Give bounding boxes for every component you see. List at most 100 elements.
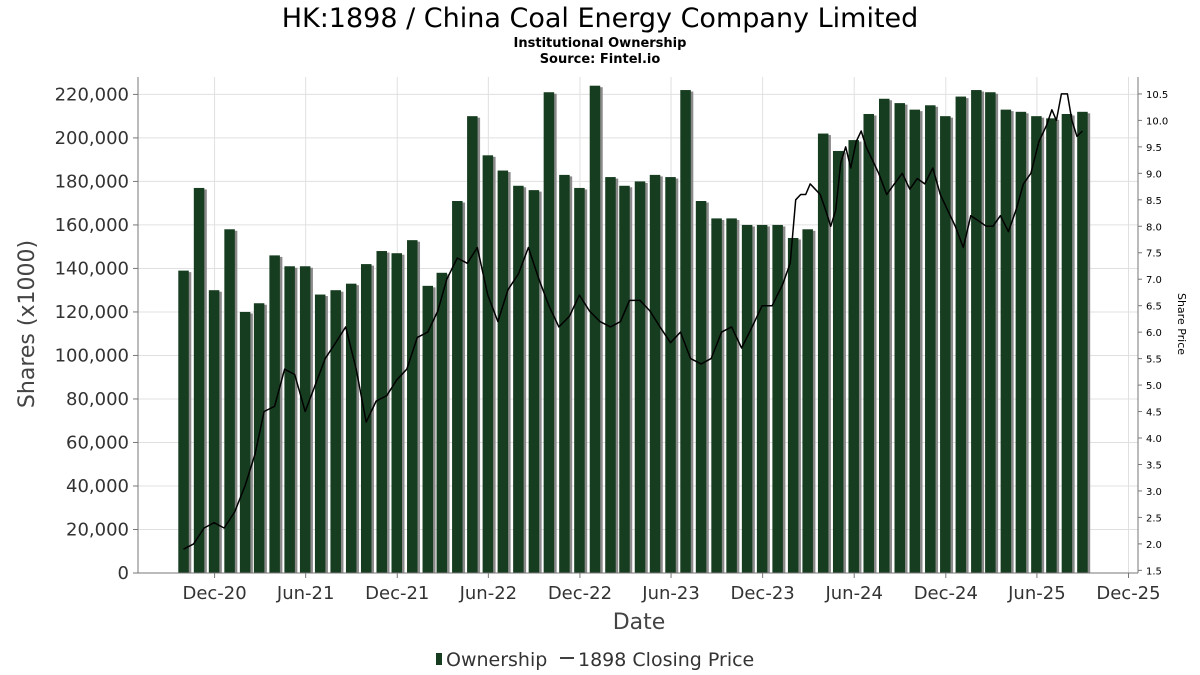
ownership-bar [1000, 109, 1012, 573]
y2-tick-label: 10.5 [1146, 90, 1168, 101]
x-tick-label: Jun-22 [459, 583, 518, 604]
y-tick-label: 80,000 [66, 389, 129, 410]
y2-tick-label: 8.5 [1146, 196, 1162, 207]
y2-tick-label: 2.5 [1146, 513, 1162, 524]
tick-labels: 0 20,000 40,000 60,000 80,000 100,000 120,000 1… [55, 84, 1169, 604]
legend-label-price: 1898 Closing Price [578, 649, 754, 671]
price-line [183, 93, 1083, 550]
ownership-bar [543, 92, 555, 573]
y-tick-label: 180,000 [55, 171, 129, 192]
ownership-bar [909, 109, 921, 573]
ownership-bar [649, 174, 661, 574]
ownership-bar [239, 311, 251, 573]
ownership-bar [680, 90, 691, 573]
chart-source: Source: Fintel.io [540, 52, 661, 67]
x-tick-label: Dec-25 [1096, 583, 1160, 604]
ownership-bar [894, 103, 906, 574]
ownership-bar [482, 155, 494, 573]
ownership-bar [634, 181, 646, 573]
ownership-bar [314, 294, 326, 573]
x-tick-label: Dec-20 [182, 583, 246, 604]
ownership-bar [436, 272, 448, 573]
ownership-bar [832, 150, 844, 573]
ownership-bar [391, 253, 403, 574]
ownership-bar [955, 96, 967, 573]
ownership-bar [559, 174, 570, 574]
ownership-bar [422, 285, 434, 573]
x-tick-label: Dec-23 [731, 583, 795, 604]
x-tick-label: Dec-24 [914, 583, 978, 604]
ownership-bar [665, 177, 676, 573]
ownership-bar [224, 229, 235, 573]
y2-tick-label: 5.0 [1146, 381, 1162, 392]
ownership-bar [1015, 111, 1027, 574]
price-line-layer [183, 93, 1083, 550]
ownership-bar [376, 251, 387, 573]
ownership-bar [985, 92, 996, 573]
y-tick-label: 100,000 [55, 345, 129, 366]
y2-tick-label: 9.5 [1146, 143, 1162, 154]
ownership-bar [802, 229, 813, 573]
ownership-bar [848, 140, 859, 574]
x-tick-label: Jun-25 [1007, 583, 1066, 604]
ownership-bar [284, 266, 295, 573]
ownership-bars [178, 85, 1091, 574]
y2-tick-label: 1.5 [1146, 566, 1162, 577]
ownership-bar [269, 255, 280, 573]
ownership-bar [330, 290, 341, 573]
ownership-bar [407, 240, 418, 573]
ownership-bar [497, 170, 509, 573]
ownership-bar [971, 90, 982, 573]
y-tick-label: 60,000 [66, 432, 129, 453]
y2-tick-label: 5.5 [1146, 355, 1162, 366]
ownership-bar [619, 185, 630, 574]
x-tick-label: Jun-23 [641, 583, 700, 604]
y-tick-label: 40,000 [66, 476, 129, 497]
ownership-bar [1046, 118, 1057, 573]
y-tick-label: 160,000 [55, 215, 129, 236]
legend-swatch-ownership [436, 653, 442, 665]
ownership-bar [756, 224, 768, 574]
ownership-bar [605, 177, 616, 573]
ownership-bar [574, 187, 585, 573]
y2-tick-label: 4.5 [1146, 408, 1162, 419]
y2-tick-label: 9.0 [1146, 169, 1162, 180]
y-tick-label: 120,000 [55, 302, 129, 323]
ownership-bar [193, 187, 205, 573]
ownership-bar [741, 224, 753, 574]
y2-tick-label: 7.0 [1146, 275, 1162, 286]
ownership-bar [863, 113, 874, 573]
y-tick-label: 220,000 [55, 84, 129, 105]
x-axis-label: Date [613, 610, 666, 635]
y2-tick-label: 6.0 [1146, 328, 1162, 339]
ownership-bar [925, 105, 936, 573]
ownership-bar [452, 201, 463, 573]
legend: Ownership 1898 Closing Price [436, 649, 754, 671]
ownership-bar [878, 98, 890, 573]
x-tick-label: Jun-24 [824, 583, 883, 604]
y2-tick-label: 10.0 [1146, 116, 1168, 127]
y2-tick-label: 6.5 [1146, 302, 1162, 313]
ownership-bar [528, 190, 540, 573]
chart-subtitle: Institutional Ownership [514, 36, 687, 51]
y2-tick-label: 2.0 [1146, 540, 1162, 551]
chart-title: HK:1898 / China Coal Energy Company Limi… [282, 3, 919, 34]
ownership-bar [513, 185, 524, 574]
x-tick-label: Dec-22 [548, 583, 612, 604]
legend-label-ownership: Ownership [446, 649, 547, 671]
y2-tick-label: 4.0 [1146, 434, 1162, 445]
y2-tick-label: 8.0 [1146, 222, 1162, 233]
y-tick-label: 20,000 [66, 519, 129, 540]
axes [133, 77, 1142, 578]
ownership-bar [695, 201, 707, 573]
ownership-bar [787, 237, 799, 573]
y-axis-label: Shares (x1000) [15, 240, 40, 408]
ownership-bar [1077, 111, 1088, 574]
ownership-bar [940, 116, 951, 573]
ownership-bar [467, 116, 478, 573]
y2-tick-label: 3.5 [1146, 460, 1162, 471]
x-tick-label: Dec-21 [365, 583, 429, 604]
ownership-bar [345, 283, 357, 573]
ownership-bar [208, 290, 220, 573]
ownership-bar [817, 133, 829, 573]
